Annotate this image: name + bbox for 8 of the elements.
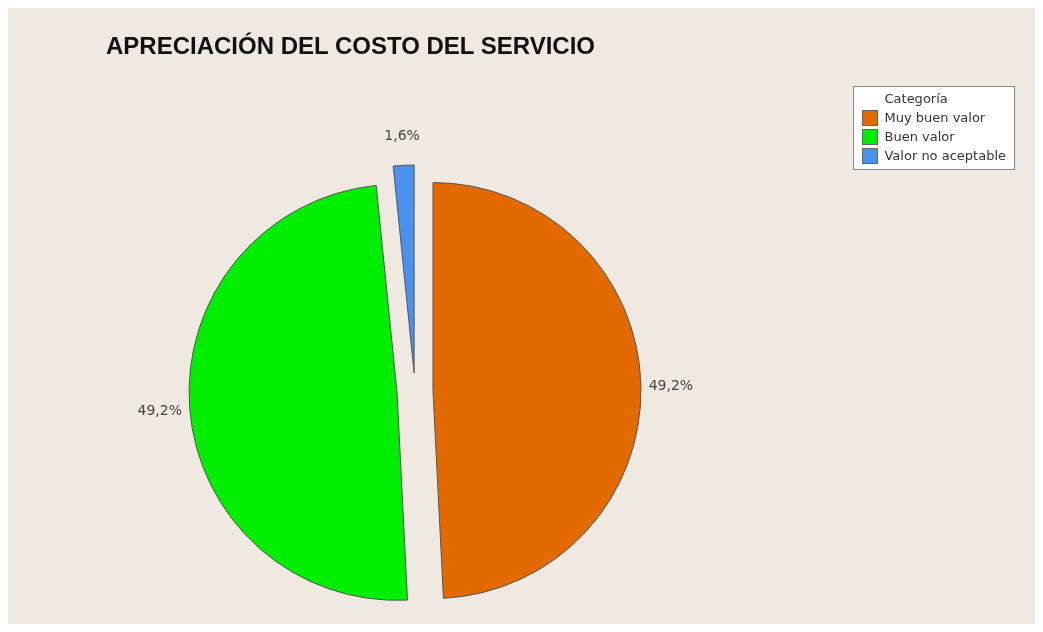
data-label: 49,2% <box>648 376 694 393</box>
legend-label: Buen valor <box>884 129 955 144</box>
chart-title: APRECIACIÓN DEL COSTO DEL SERVICIO <box>106 32 595 60</box>
legend-label: Valor no aceptable <box>884 148 1006 163</box>
data-label: 49,2% <box>137 402 182 419</box>
legend-title: Categoría <box>883 91 949 106</box>
data-label: 1,6% <box>384 127 420 144</box>
legend-label: Muy buen valor <box>884 110 986 125</box>
